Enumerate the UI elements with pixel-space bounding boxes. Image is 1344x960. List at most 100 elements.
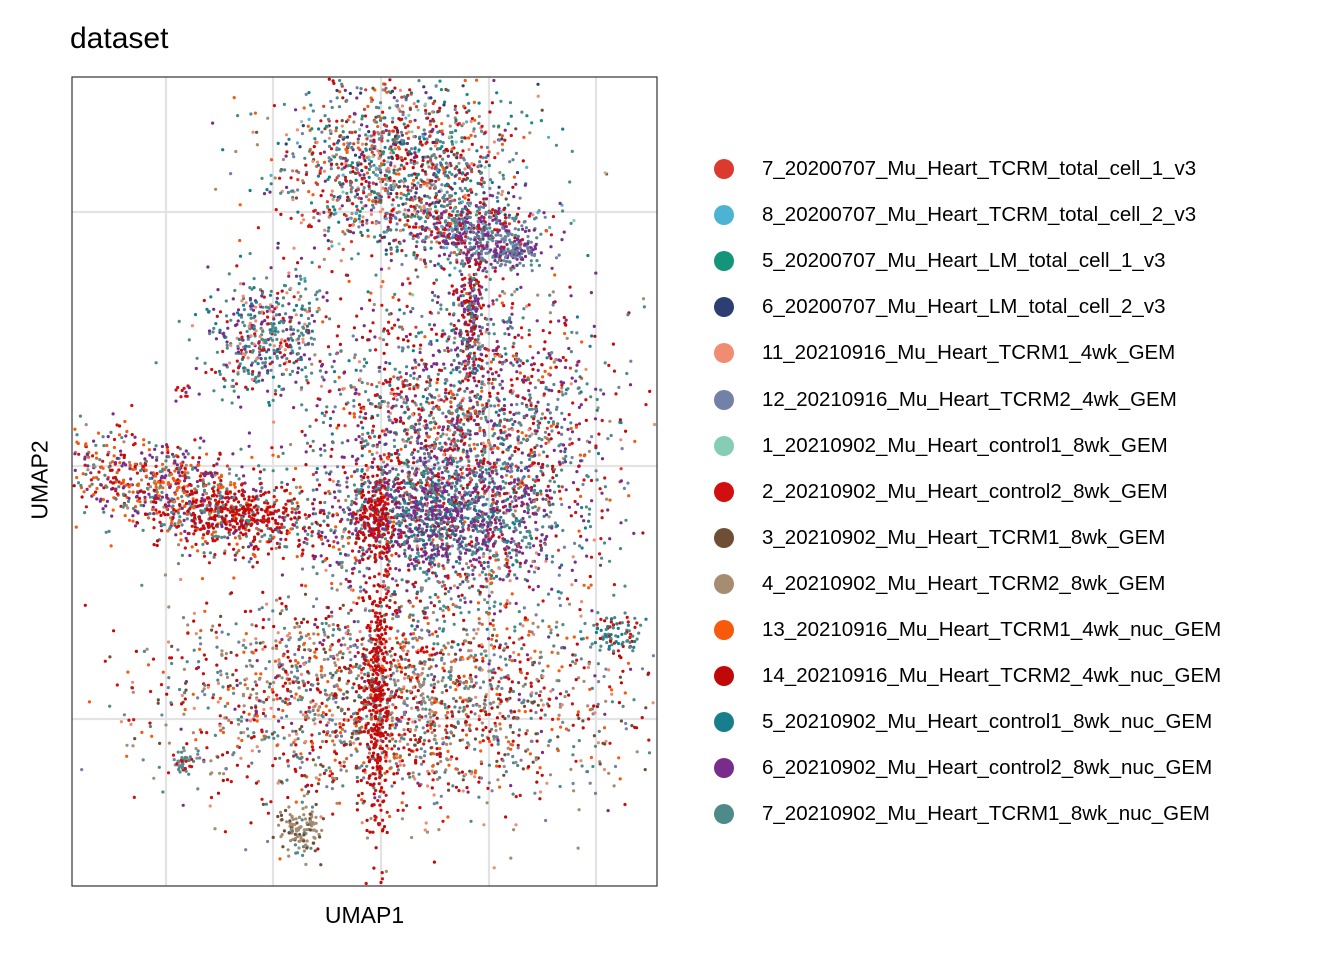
data-point [391, 577, 395, 581]
data-point [417, 196, 421, 200]
data-point [444, 161, 448, 165]
data-point [311, 151, 315, 155]
data-point [401, 110, 405, 114]
data-point [371, 154, 375, 159]
data-point [559, 591, 563, 595]
data-point [536, 82, 540, 86]
data-point [553, 273, 557, 277]
data-point [435, 163, 439, 167]
data-point [464, 227, 468, 231]
data-point [239, 348, 244, 352]
data-point [362, 154, 366, 158]
data-point [627, 494, 631, 498]
data-point [360, 176, 364, 180]
data-point [382, 429, 386, 433]
data-point [461, 338, 465, 342]
data-point [387, 129, 391, 133]
data-point [518, 622, 522, 626]
data-point [498, 171, 502, 175]
data-point [425, 423, 429, 427]
data-point [442, 399, 446, 403]
data-point [574, 369, 578, 373]
data-point [399, 395, 403, 399]
data-point [279, 537, 283, 541]
data-point [371, 444, 375, 448]
data-point [427, 342, 431, 346]
data-point [386, 179, 390, 183]
data-point [487, 381, 491, 385]
data-point [497, 258, 502, 262]
data-point [422, 128, 426, 132]
data-point [546, 402, 550, 407]
data-point [554, 473, 559, 478]
data-point [542, 450, 546, 454]
data-point [550, 560, 554, 564]
data-point [345, 150, 349, 154]
data-point [409, 189, 413, 193]
data-point [552, 360, 556, 364]
data-point [461, 466, 465, 470]
data-point [299, 221, 303, 225]
data-point [503, 213, 507, 217]
data-point [535, 443, 539, 448]
data-point [511, 548, 515, 552]
data-point [395, 104, 399, 109]
data-point [468, 345, 472, 349]
data-point [503, 221, 507, 225]
data-point [414, 222, 418, 226]
data-point [484, 577, 488, 581]
data-point [452, 206, 457, 211]
data-point [463, 167, 467, 171]
data-point [570, 430, 575, 434]
data-point [533, 252, 537, 256]
data-point [426, 435, 430, 439]
data-point [473, 504, 477, 509]
data-point [458, 222, 462, 226]
data-point [472, 363, 476, 367]
data-point [475, 458, 479, 462]
data-point [520, 401, 524, 406]
data-point [495, 195, 499, 200]
data-point [422, 258, 427, 262]
data-point [473, 252, 477, 256]
data-point [332, 212, 336, 216]
data-point [307, 190, 311, 194]
data-point [476, 393, 480, 397]
data-point [418, 347, 422, 351]
data-point [564, 392, 568, 396]
data-point [423, 335, 427, 339]
data-point [559, 380, 563, 384]
data-point [501, 450, 505, 454]
data-point [467, 305, 471, 309]
data-point [395, 211, 399, 215]
data-point [503, 547, 507, 551]
data-point [460, 179, 465, 183]
data-point [362, 357, 367, 361]
data-point [521, 264, 526, 268]
data-point [312, 246, 317, 250]
data-point [433, 205, 438, 209]
data-point [337, 324, 341, 328]
data-point [380, 162, 384, 166]
data-point [329, 193, 333, 197]
data-point [460, 301, 464, 305]
data-point [346, 401, 350, 405]
data-point [382, 351, 386, 355]
data-point [554, 256, 559, 260]
data-point [364, 133, 368, 137]
data-point [410, 173, 414, 177]
data-point [469, 449, 473, 453]
data-point [425, 140, 429, 144]
data-point [449, 164, 453, 168]
data-point [404, 372, 408, 376]
data-point [502, 320, 506, 324]
data-point [465, 252, 469, 257]
data-point [302, 218, 306, 222]
data-point [625, 371, 629, 376]
data-point [399, 196, 403, 200]
data-point [364, 390, 368, 394]
data-point [653, 422, 657, 427]
data-point [461, 84, 465, 88]
data-point [549, 233, 554, 237]
data-point [335, 141, 339, 145]
